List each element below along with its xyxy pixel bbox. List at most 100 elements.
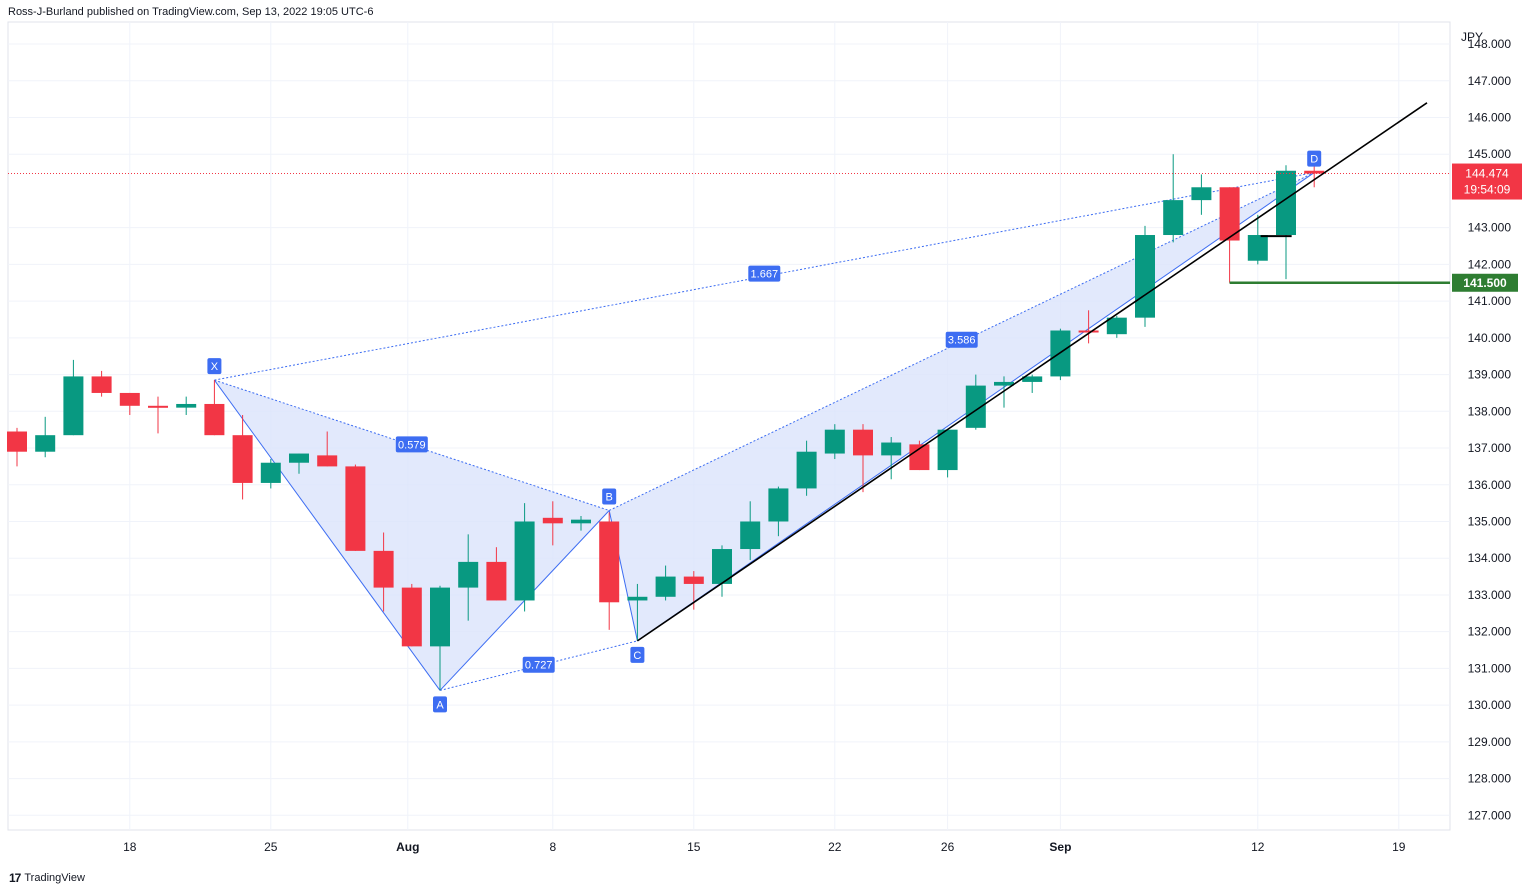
support-trendline (636, 102, 1428, 642)
price-tick-label: 127.000 (1468, 808, 1512, 822)
candle-body (119, 392, 140, 406)
currency-label: JPY (1461, 30, 1483, 44)
pattern-point-label: B (606, 491, 613, 503)
pattern-point-badge (207, 358, 222, 375)
ratio-label: 0.579 (398, 439, 426, 451)
price-tick-label: 135.000 (1468, 514, 1512, 528)
candle-body (1219, 187, 1240, 241)
candle-body (514, 521, 535, 601)
pattern-point-label: X (211, 361, 219, 373)
candle-body (1106, 317, 1127, 335)
price-tick-label: 139.000 (1468, 368, 1512, 382)
candle-body (1163, 200, 1184, 236)
candle-body (1135, 235, 1155, 318)
candle-body (542, 517, 563, 524)
brand-name[interactable]: TradingView (24, 872, 85, 884)
price-tick-label: 147.000 (1468, 74, 1512, 88)
publisher-caption: Ross-J-Burland published on TradingView.… (8, 6, 374, 18)
time-tick-label: 15 (687, 840, 701, 854)
level-price-label: 141.500 (1463, 276, 1507, 290)
candle-body (1247, 235, 1268, 261)
time-tick-label: 25 (264, 840, 278, 854)
time-axis: 18 25 Aug 8 15 22 26 Sep 12 19 (123, 840, 1406, 854)
candle-body (458, 561, 479, 588)
candle-body (1304, 170, 1325, 174)
candle-body (937, 429, 958, 471)
candle-body (740, 521, 761, 550)
candle-body (345, 466, 366, 551)
time-tick-label: 18 (123, 840, 137, 854)
candle-body (1191, 187, 1212, 201)
ratio-label: 1.667 (751, 269, 779, 281)
current-price-badge (1452, 163, 1522, 200)
price-tick-label: 148.000 (1468, 37, 1512, 51)
candle-body (1022, 376, 1043, 382)
time-tick-label: Sep (1049, 840, 1071, 854)
ratio-xb (214, 379, 610, 511)
candle-body (176, 403, 197, 408)
price-tick-label: 142.000 (1468, 257, 1512, 271)
candle-body (768, 488, 789, 522)
price-tick-label: 134.000 (1468, 551, 1512, 565)
candle-body (1078, 330, 1099, 333)
ratio-badge (748, 265, 781, 282)
ratio-badge (395, 436, 428, 453)
candle-body (232, 435, 253, 483)
pattern-point-badge (630, 646, 645, 663)
candle-body (627, 596, 648, 601)
candle-body (260, 462, 281, 483)
ratio-badge (522, 656, 555, 673)
price-tick-label: 137.000 (1468, 441, 1512, 455)
candle-body (909, 444, 930, 471)
time-tick-label: 19 (1392, 840, 1406, 854)
candle-body (655, 576, 676, 597)
price-tick-label: 143.000 (1468, 221, 1512, 235)
pattern-point-badge (433, 696, 447, 713)
countdown-label: 19:54:09 (1464, 183, 1511, 197)
ratio-label: 3.586 (948, 335, 976, 347)
time-tick-label: Aug (396, 840, 419, 854)
price-tick-label: 129.000 (1468, 735, 1512, 749)
candle-body (599, 521, 620, 603)
pattern-point-badge (602, 488, 617, 505)
time-tick-label: 26 (941, 840, 955, 854)
candle-body (7, 431, 27, 452)
candle-body (91, 376, 112, 393)
candle-body (994, 381, 1014, 386)
price-tick-label: 141.000 (1468, 294, 1512, 308)
time-tick-label: 12 (1251, 840, 1265, 854)
candle-body (63, 376, 84, 436)
candle-body (853, 429, 873, 456)
current-price-label: 144.474 (1465, 167, 1509, 181)
price-tick-label: 136.000 (1468, 478, 1512, 492)
candle-body (204, 403, 225, 436)
time-tick-label: 22 (828, 840, 842, 854)
candle-body (965, 385, 986, 428)
price-tick-label: 131.000 (1468, 661, 1512, 675)
candle-body (824, 429, 845, 454)
price-tick-label: 130.000 (1468, 698, 1512, 712)
candle-body (683, 576, 704, 584)
price-tick-label: 138.000 (1468, 404, 1512, 418)
candle-body (289, 453, 309, 463)
price-axis: 148.000 147.000 146.000 145.000 143.000 142.0… (1452, 30, 1522, 822)
footer: 17 TradingView (9, 871, 85, 885)
candle-body (486, 561, 507, 601)
price-tick-label: 145.000 (1468, 147, 1512, 161)
pattern-point-label: C (633, 650, 641, 662)
candles (7, 154, 1325, 691)
price-tick-label: 140.000 (1468, 331, 1512, 345)
ratio-xd (214, 172, 1315, 381)
candle-body (571, 519, 591, 524)
ratio-badge (945, 331, 978, 348)
candle-body (373, 550, 394, 588)
ratio-label: 0.727 (525, 660, 553, 672)
candle-body (1276, 170, 1296, 236)
candle-body (712, 549, 732, 584)
candle-body (317, 455, 338, 467)
pattern-point-badge (1307, 150, 1322, 167)
level-price-badge (1452, 273, 1518, 292)
overlays: X A B C D 1.667 0.579 0.727 3.586 (8, 102, 1450, 713)
tradingview-logo-icon: 17 (9, 871, 21, 885)
